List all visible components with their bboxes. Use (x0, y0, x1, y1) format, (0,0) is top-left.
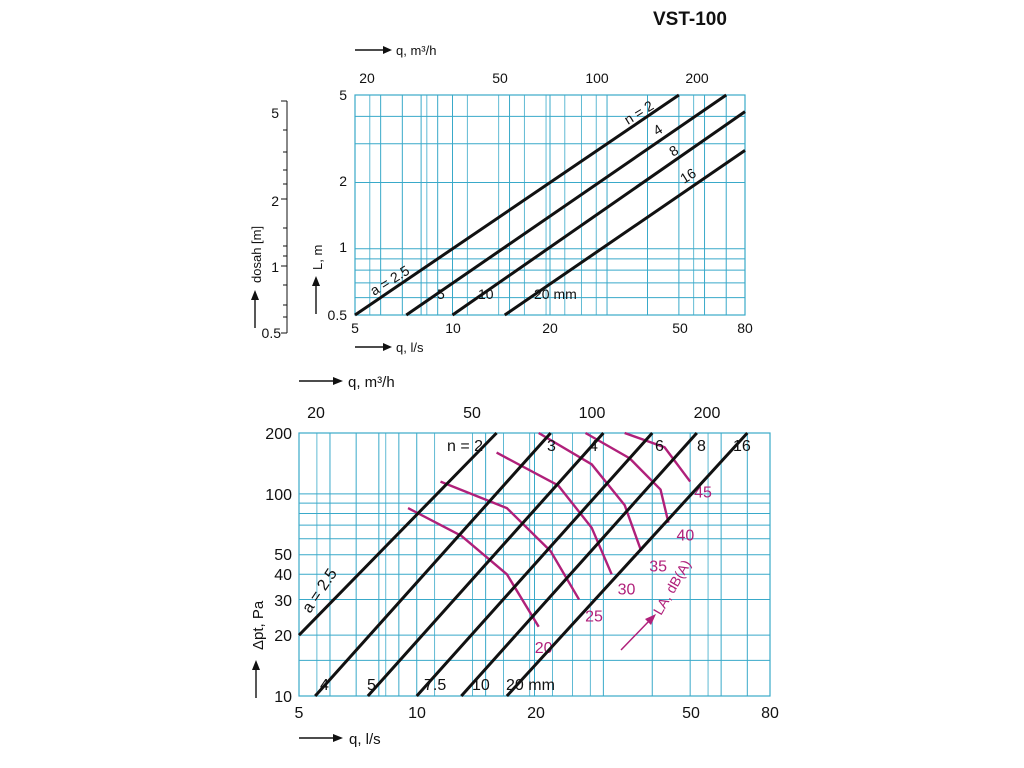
noise-curve (407, 507, 540, 628)
top-x-tick-5: 5 (351, 320, 359, 336)
bottom-y-tick-200: 200 (265, 426, 292, 443)
bottom-x-tick-50: 50 (682, 705, 700, 722)
bottom-x2-tick-50: 50 (463, 405, 481, 422)
pressure-series-line (415, 431, 654, 698)
bottom-x-tick-10: 10 (408, 705, 426, 722)
top-x2-tick-20: 20 (359, 70, 375, 86)
top-x2-label: q, m³/h (396, 43, 436, 58)
bottom-x2-tick-20: 20 (307, 405, 325, 422)
bottom-y-label: Δpt, Pa (250, 600, 267, 650)
throw-series-line (451, 110, 746, 317)
throw-series-a-label: 5 (437, 286, 445, 302)
pressure-series-a-label: 4 (320, 677, 329, 694)
noise-curve (440, 480, 581, 601)
noise-curve-label: 45 (694, 485, 712, 502)
pressure-series-n-label: 6 (655, 438, 664, 455)
pressure-series-line (297, 431, 498, 637)
top-x-tick-20: 20 (542, 320, 558, 336)
throw-series-line (503, 149, 746, 317)
top-x2-tick-200: 200 (685, 70, 709, 86)
top-y-label: L, m (310, 245, 325, 270)
noise-curve-label: 40 (676, 528, 694, 545)
bottom-x-arrow (299, 734, 343, 742)
noise-curve (584, 431, 670, 523)
bottom-x-tick-80: 80 (761, 705, 779, 722)
top-y-tick-2: 2 (339, 173, 347, 189)
dosah-tick-5: 5 (271, 105, 279, 121)
throw-series-n-label: 4 (650, 121, 665, 139)
pressure-series-n-label: 4 (589, 438, 598, 455)
bottom-y-tick-40: 40 (274, 567, 292, 584)
bottom-y-tick-30: 30 (274, 593, 292, 610)
pressure-series-line (505, 431, 749, 698)
bottom-x-tick-5: 5 (295, 705, 304, 722)
dosah-tick-1: 1 (271, 259, 279, 275)
pressure-series-n-label: n = 2 (447, 438, 483, 455)
top-x2-arrow (355, 46, 392, 54)
dosah-arrow (251, 290, 259, 328)
pressure-series-line (314, 431, 552, 698)
top-x-arrow (355, 343, 392, 351)
bottom-x2-label: q, m³/h (348, 374, 395, 391)
pressure-series-n-label: 3 (547, 438, 556, 455)
throw-chart-grid (354, 94, 746, 316)
noise-curve-label: 25 (585, 609, 603, 626)
top-x-tick-50: 50 (672, 320, 688, 336)
noise-arrow (620, 614, 656, 651)
bottom-y-tick-20: 20 (274, 628, 292, 645)
bottom-y-tick-10: 10 (274, 689, 292, 706)
bottom-x-label: q, l/s (349, 731, 381, 748)
throw-chart-frame (354, 94, 746, 316)
top-x-tick-10: 10 (445, 320, 461, 336)
bottom-x2-tick-100: 100 (579, 405, 606, 422)
top-x-label: q, l/s (396, 340, 424, 355)
bottom-x2-arrow (299, 377, 343, 385)
bottom-y-tick-100: 100 (265, 487, 292, 504)
throw-series-line (405, 93, 728, 317)
top-y-tick-0.5: 0.5 (328, 307, 348, 323)
noise-curve (624, 431, 692, 483)
pressure-series-a-label: 10 (472, 677, 490, 694)
pressure-series-n-label: 16 (733, 438, 751, 455)
throw-series-n-label: 16 (677, 165, 699, 187)
dosah-tick-2: 2 (271, 193, 279, 209)
throw-series-a-label: 10 (478, 286, 494, 302)
dosah-label: dosah [m] (249, 226, 264, 283)
dosah-axis (281, 100, 288, 334)
page-title: VST-100 (653, 9, 727, 30)
pressure-series-a-label: 20 mm (506, 677, 555, 694)
top-x2-tick-100: 100 (585, 70, 609, 86)
bottom-x-tick-20: 20 (527, 705, 545, 722)
pressure-series-line (460, 431, 698, 698)
bottom-y-arrow (252, 660, 260, 698)
pressure-series-a-label: 5 (367, 677, 376, 694)
noise-curve (496, 451, 613, 575)
pressure-series-a-label: 7.5 (424, 677, 446, 694)
pressure-series-a-label: a = 2.5 (299, 566, 341, 617)
top-y-tick-1: 1 (339, 239, 347, 255)
top-x2-tick-50: 50 (492, 70, 508, 86)
throw-series-a-label: 20 mm (534, 286, 577, 302)
bottom-x2-tick-200: 200 (694, 405, 721, 422)
throw-series-line (354, 93, 680, 317)
dosah-tick-0.5: 0.5 (262, 325, 282, 341)
pressure-chart-frame (298, 432, 771, 697)
bottom-y-tick-50: 50 (274, 547, 292, 564)
pressure-series-line (366, 431, 605, 698)
noise-curve-label: 35 (649, 558, 667, 575)
noise-curve (538, 431, 643, 552)
pressure-series-n-label: 8 (697, 438, 706, 455)
top-y-tick-5: 5 (339, 87, 347, 103)
top-x-tick-80: 80 (737, 320, 753, 336)
top-y-arrow (312, 276, 320, 314)
noise-curve-label: 30 (618, 581, 636, 598)
